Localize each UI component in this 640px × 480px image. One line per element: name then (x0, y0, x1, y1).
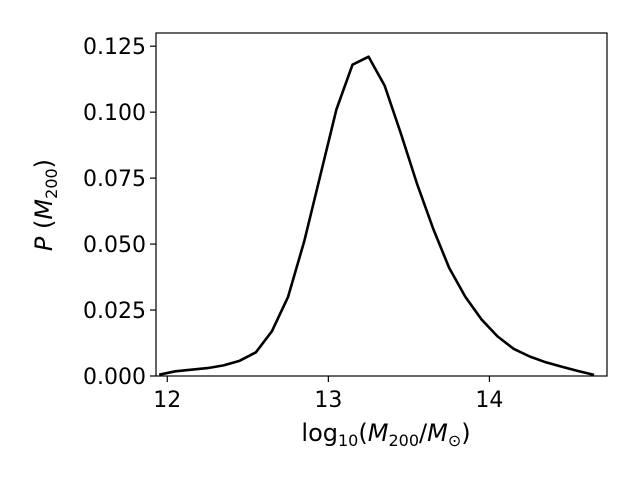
y-axis-label: P (M200) (30, 159, 61, 251)
x-axis-label: log10(M200/M⊙) (301, 419, 470, 450)
x-tick-label: 13 (314, 388, 342, 413)
y-tick-label: 0.125 (83, 35, 146, 60)
y-tick-label: 0.075 (83, 167, 146, 192)
x-axis-ticks: 12 13 14 (153, 376, 503, 413)
series-line-0 (158, 55, 595, 377)
x-tick-label: 14 (475, 388, 503, 413)
y-axis-ticks: 0.000 0.025 0.050 0.075 0.100 0.125 (83, 35, 156, 390)
y-tick-label: 0.100 (83, 101, 146, 126)
y-tick-label: 0.050 (83, 233, 146, 258)
plot-area-frame (155, 32, 608, 377)
y-tick-label: 0.025 (83, 299, 146, 324)
y-tick-label: 0.000 (83, 365, 146, 390)
x-tick-label: 12 (153, 388, 181, 413)
